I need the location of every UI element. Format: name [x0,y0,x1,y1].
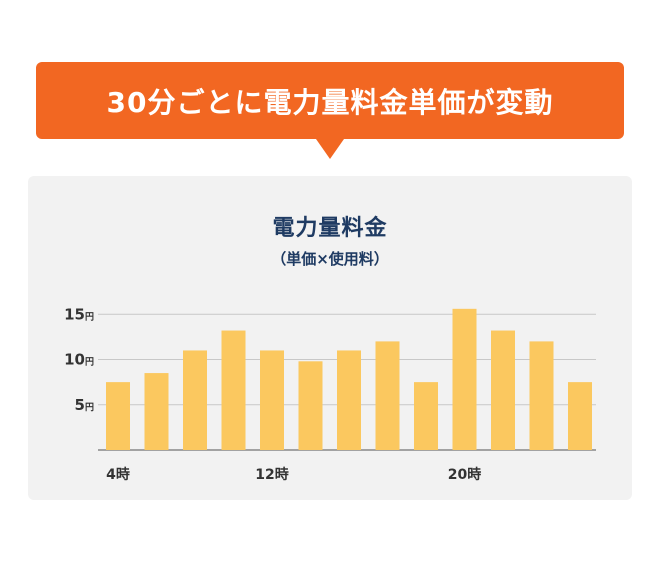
banner-pointer [316,139,344,159]
chart-subtitle: （単価×使用料） [271,250,389,268]
headline-text: 30分ごとに電力量料金単価が変動 [106,85,554,119]
chart-title: 電力量料金 [272,216,388,241]
axis-labels: 5円 10円 15円 4時 12時 20時 [64,305,481,483]
bar-4 [260,350,284,450]
headline-banner: 30分ごとに電力量料金単価が変動 [36,62,624,139]
bars [106,308,592,450]
x-tick-label: 12時 [255,466,288,483]
x-tick-label: 20時 [448,466,481,483]
bar-3 [221,330,246,450]
bar-10 [491,330,515,450]
y-tick-label: 10円 [64,351,94,369]
bar-11 [529,341,554,450]
bar-chart: 5円 10円 15円 4時 12時 20時 [64,305,596,483]
bar-6 [337,350,361,450]
bar-2 [183,350,207,450]
bar-8 [414,382,438,450]
bar-7 [375,341,400,450]
bar-1 [144,373,169,450]
bar-9 [452,308,477,450]
y-tick-label: 15円 [64,305,94,323]
y-tick-label: 5円 [75,396,94,414]
bar-5 [298,361,323,450]
bar-0 [106,382,130,450]
bar-12 [568,382,592,450]
x-tick-label: 4時 [106,466,130,483]
